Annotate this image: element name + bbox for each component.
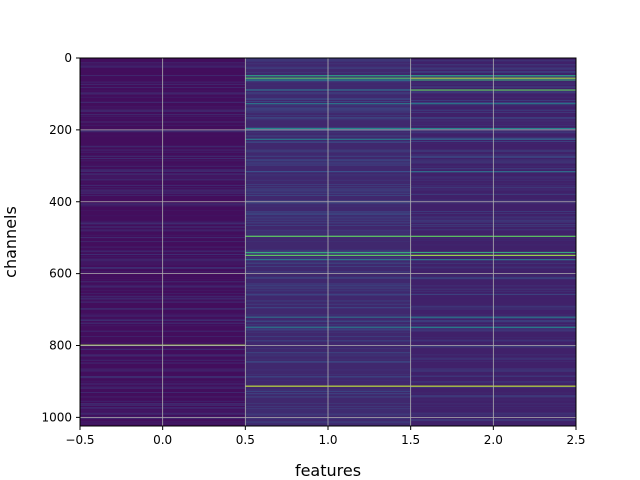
x-tick-label: 0.0 (153, 433, 172, 447)
y-tick-label: 1000 (41, 410, 72, 424)
y-tick-label: 800 (49, 339, 72, 353)
y-tick-label: 600 (49, 267, 72, 281)
plot-area (80, 58, 576, 426)
y-axis-label: channels (1, 206, 20, 278)
x-tick-label: −0.5 (65, 433, 94, 447)
y-tick-label: 0 (64, 51, 72, 65)
x-axis-label: features (295, 461, 361, 480)
grid-lines (80, 58, 576, 426)
y-tick-label: 200 (49, 123, 72, 137)
x-axis: −0.5 0.0 0.5 1.0 1.5 2.0 2.5 (65, 426, 586, 447)
x-tick-label: 2.0 (484, 433, 503, 447)
y-axis: 0 200 400 600 800 1000 (41, 51, 80, 424)
x-tick-label: 2.5 (566, 433, 585, 447)
x-tick-label: 1.0 (318, 433, 337, 447)
y-tick-label: 400 (49, 195, 72, 209)
x-tick-label: 1.5 (401, 433, 420, 447)
x-tick-label: 0.5 (236, 433, 255, 447)
